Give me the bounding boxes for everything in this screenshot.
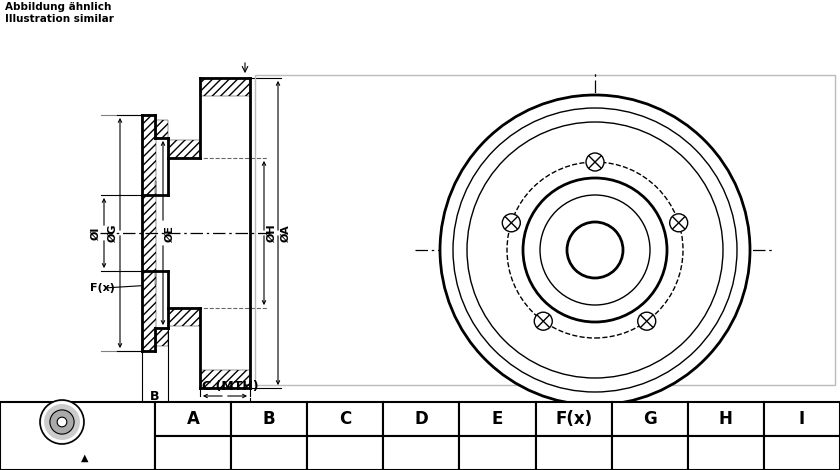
Bar: [155, 402, 231, 436]
Text: B: B: [263, 410, 276, 428]
Bar: [688, 436, 764, 470]
Text: ®: ®: [623, 188, 636, 201]
Circle shape: [57, 417, 67, 427]
Bar: [142, 115, 156, 351]
Bar: [255, 75, 835, 385]
Bar: [168, 140, 200, 158]
Bar: [383, 436, 459, 470]
Bar: [307, 436, 383, 470]
Text: H: H: [719, 410, 732, 428]
Circle shape: [523, 178, 667, 322]
Text: Illustration similar: Illustration similar: [5, 14, 114, 24]
Bar: [383, 402, 459, 436]
Circle shape: [638, 312, 656, 330]
Circle shape: [40, 400, 84, 444]
Circle shape: [534, 312, 552, 330]
Text: ØA: ØA: [281, 224, 291, 242]
Bar: [536, 402, 612, 436]
Bar: [155, 120, 168, 138]
Circle shape: [50, 410, 74, 434]
Text: F(x): F(x): [90, 283, 115, 293]
Bar: [764, 436, 840, 470]
Circle shape: [669, 214, 688, 232]
Text: D: D: [191, 402, 201, 415]
Bar: [231, 402, 307, 436]
Text: Abbildung ähnlich: Abbildung ähnlich: [5, 2, 112, 12]
Bar: [459, 402, 536, 436]
Circle shape: [502, 214, 520, 232]
Bar: [231, 436, 307, 470]
Text: A: A: [186, 410, 199, 428]
Bar: [155, 181, 156, 195]
Circle shape: [540, 195, 650, 305]
Bar: [612, 436, 688, 470]
Text: ØH: ØH: [267, 224, 277, 243]
Text: D: D: [414, 410, 428, 428]
Circle shape: [440, 95, 750, 405]
Text: ØI: ØI: [91, 227, 101, 240]
Bar: [200, 370, 250, 388]
Bar: [612, 402, 688, 436]
Circle shape: [453, 108, 737, 392]
Bar: [155, 328, 168, 346]
Text: ØG: ØG: [108, 224, 118, 242]
Bar: [688, 402, 764, 436]
Bar: [142, 115, 155, 133]
Bar: [155, 436, 231, 470]
Circle shape: [467, 122, 723, 378]
Text: E: E: [491, 410, 503, 428]
Bar: [0, 402, 155, 470]
Text: C (MTH): C (MTH): [202, 380, 259, 393]
Text: C: C: [339, 410, 351, 428]
Text: ▲: ▲: [81, 453, 89, 463]
Bar: [536, 436, 612, 470]
Text: F(x): F(x): [555, 410, 592, 428]
Bar: [142, 333, 155, 351]
Text: G: G: [643, 410, 657, 428]
Bar: [307, 402, 383, 436]
Bar: [155, 271, 156, 285]
Bar: [459, 436, 536, 470]
Bar: [200, 78, 250, 96]
Text: B: B: [150, 390, 160, 403]
Circle shape: [567, 222, 623, 278]
Bar: [0, 0, 840, 402]
Bar: [764, 402, 840, 436]
Circle shape: [586, 153, 604, 171]
Text: Ate: Ate: [542, 173, 608, 207]
Text: I: I: [799, 410, 805, 428]
Bar: [168, 308, 200, 326]
Text: ØE: ØE: [165, 225, 175, 242]
